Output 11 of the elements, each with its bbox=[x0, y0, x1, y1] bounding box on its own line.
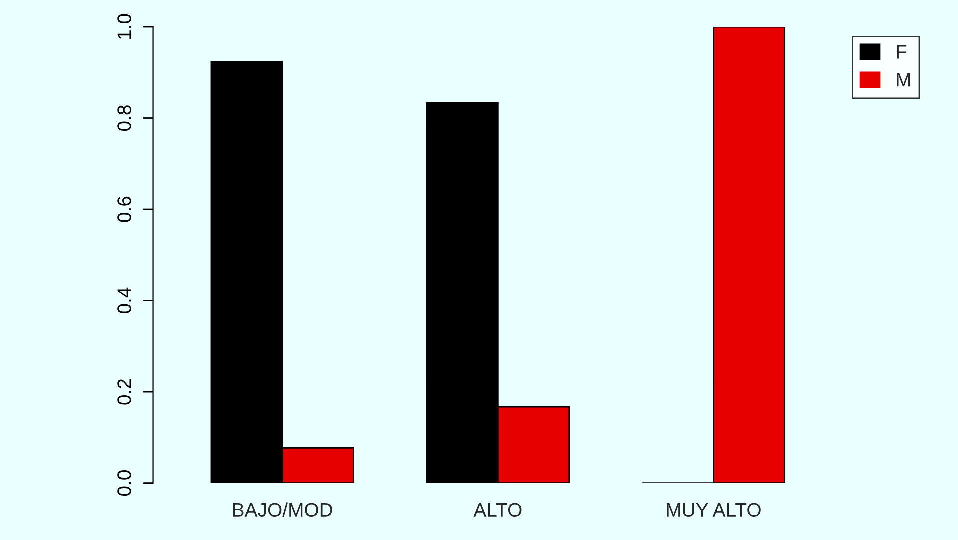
y-tick-label: 0.6 bbox=[118, 196, 132, 222]
x-tick-label: BAJO/MOD bbox=[233, 502, 332, 518]
y-tick-label: 0.2 bbox=[118, 380, 132, 405]
x-tick-label: ALTO bbox=[474, 503, 522, 518]
y-tick-label: 1.0 bbox=[118, 14, 132, 40]
y-tick-label: 0.4 bbox=[118, 288, 132, 314]
x-tick-label: MUY ALTO bbox=[667, 503, 761, 518]
y-tick-label: 0.8 bbox=[118, 106, 132, 132]
legend-label: M bbox=[897, 73, 910, 87]
y-tick-label: 0.0 bbox=[118, 470, 132, 496]
legend-label: F bbox=[897, 45, 907, 59]
